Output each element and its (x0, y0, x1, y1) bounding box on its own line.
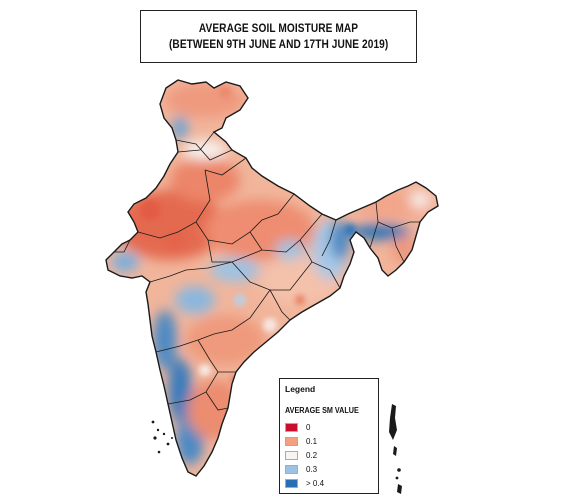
legend-item-1: 0.1 (285, 436, 317, 446)
legend-item-4: > 0.4 (285, 478, 324, 488)
legend-item-2: 0.2 (285, 450, 317, 460)
legend-swatch (285, 464, 298, 474)
legend-label: 0.1 (306, 436, 318, 446)
map-title: AVERAGE SOIL MOISTURE MAP (198, 22, 359, 35)
legend-swatch (285, 478, 298, 488)
map-subtitle: (BETWEEN 9TH JUNE AND 17TH JUNE 2019) (168, 38, 389, 51)
lakshadweep-islands (151, 420, 173, 454)
legend-swatch (285, 422, 298, 432)
legend-item-0: 0 (285, 422, 310, 432)
legend-swatch (285, 450, 298, 460)
legend-label: 0 (306, 422, 311, 432)
map-title-box: AVERAGE SOIL MOISTURE MAP (BETWEEN 9TH J… (140, 10, 417, 63)
legend-label: 0.2 (306, 450, 318, 460)
state-boundaries (114, 131, 420, 411)
legend-swatch (285, 436, 298, 446)
legend-box: Legend AVERAGE SM VALUE 0 0.1 0.2 0.3 > … (279, 378, 379, 494)
legend-label: 0.3 (306, 464, 318, 474)
andaman-nicobar-islands (389, 404, 402, 494)
legend-title: Legend (285, 384, 316, 394)
legend-label: > 0.4 (306, 478, 325, 488)
legend-subtitle: AVERAGE SM VALUE (285, 406, 359, 415)
legend-item-3: 0.3 (285, 464, 317, 474)
